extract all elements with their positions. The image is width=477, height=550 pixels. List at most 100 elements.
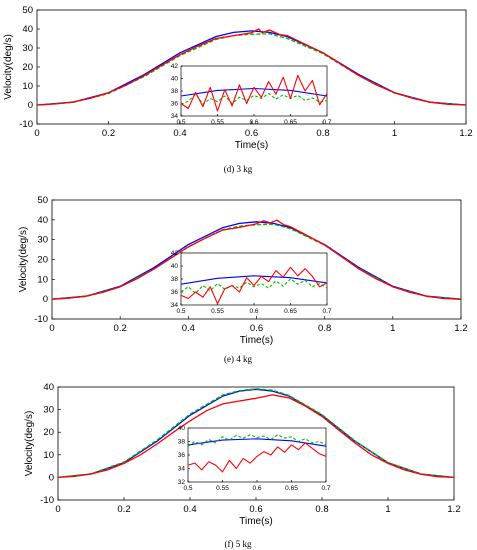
x-tick-label: 0.6: [249, 504, 262, 515]
inset-x-tick-label: 0.5: [183, 485, 192, 492]
x-tick-label: 1.2: [459, 128, 472, 139]
y-axis-label: Velocity(deg/s): [18, 227, 29, 293]
inset-series-line-0: [187, 438, 327, 447]
x-tick-label: 1.2: [454, 323, 467, 334]
y-axis-label: Velocity(deg/s): [3, 34, 14, 100]
inset-x-tick-label: 0.55: [216, 485, 229, 492]
inset-y-tick-label: 42: [171, 250, 179, 257]
x-tick-label: 0.4: [182, 323, 195, 334]
y-tick-label: -10: [34, 314, 48, 325]
x-axis-label: Time(s): [235, 140, 269, 151]
y-tick-label: 40: [43, 382, 54, 393]
inset-x-tick-label: 0.7: [322, 308, 331, 315]
inset-y-tick-label: 36: [171, 289, 179, 296]
inset-axes-frame: [187, 427, 327, 483]
inset-y-tick-label: 36: [171, 101, 179, 108]
inset-y-tick-label: 38: [178, 439, 186, 446]
x-tick-label: 1: [392, 128, 397, 139]
inset-x-tick-label: 0.6: [249, 308, 258, 315]
y-tick-label: 30: [43, 405, 54, 416]
inset-series-line-1: [187, 434, 327, 447]
x-tick-label: 0: [34, 128, 39, 139]
inset-x-tick-label: 0.7: [322, 119, 331, 126]
x-tick-label: 0.8: [316, 128, 329, 139]
chart-panel-0: 0 0.2 0.4 0.6 0.8 1 1.2-1001020304050Time(s)Ve…: [3, 5, 473, 151]
inset-series-line-1: [180, 278, 328, 294]
inset-series-line-1: [180, 92, 328, 106]
x-tick-label: 0.4: [183, 504, 196, 515]
inset-y-tick-label: 34: [178, 466, 186, 473]
chart-panel-1: 0 0.2 0.4 0.6 0.8 1 1.2-1001020304050Time(s)Ve…: [18, 195, 468, 346]
inset-y-tick-label: 38: [171, 276, 179, 283]
inset-x-tick-label: 0.55: [211, 308, 224, 315]
inset-y-tick-label: 40: [171, 263, 179, 270]
inset-y-tick-label: 36: [178, 452, 186, 459]
inset-x-tick-label: 0.7: [321, 485, 330, 492]
x-tick-label: 0: [49, 323, 54, 334]
y-tick-label: 30: [22, 43, 33, 54]
inset-series-line-0: [180, 275, 328, 285]
inset-chart-1: 0.5 0.55 0.6 0.65 0.7 34 36 38 40 42: [171, 250, 332, 315]
inset-x-tick-label: 0.65: [285, 485, 298, 492]
y-tick-label: 10: [22, 81, 33, 92]
inset-x-tick-label: 0.5: [176, 119, 185, 126]
y-tick-label: -10: [19, 119, 33, 130]
y-tick-label: 40: [22, 24, 33, 35]
y-tick-label: 40: [37, 215, 48, 226]
y-tick-label: 50: [22, 5, 33, 16]
inset-series-line-2: [180, 266, 328, 305]
inset-y-tick-label: 34: [171, 113, 179, 120]
y-tick-label: 0: [49, 472, 54, 483]
x-tick-label: 1.2: [447, 504, 460, 515]
inset-chart-0: 0.5 0.55 0.6 0.65 0.7 34 36 38 40 42: [171, 63, 332, 126]
y-tick-label: 0: [28, 100, 33, 111]
inset-y-tick-label: 34: [171, 302, 179, 309]
y-tick-label: 20: [37, 255, 48, 266]
inset-y-tick-label: 40: [178, 425, 186, 432]
inset-series-line-2: [187, 442, 327, 473]
x-tick-label: 1: [390, 323, 395, 334]
y-tick-label: 50: [37, 195, 48, 206]
x-axis-label: Time(s): [239, 516, 273, 527]
x-tick-label: 0.8: [318, 323, 331, 334]
inset-x-tick-label: 0.55: [211, 119, 224, 126]
inset-y-tick-label: 32: [178, 479, 186, 486]
inset-x-tick-label: 0.6: [249, 119, 258, 126]
inset-y-tick-label: 42: [171, 63, 179, 70]
figure-caption-0: (d) 3 kg: [224, 164, 253, 174]
series-line-1: [57, 388, 455, 479]
y-tick-label: 0: [43, 294, 48, 305]
inset-x-tick-label: 0.5: [176, 308, 185, 315]
y-tick-label: 20: [43, 427, 54, 438]
y-tick-label: -10: [40, 495, 54, 506]
inset-series-line-2: [180, 74, 328, 112]
inset-chart-2: 0.5 0.55 0.6 0.65 0.7 32 34 36 38 40: [178, 425, 331, 492]
y-tick-label: 20: [22, 62, 33, 73]
series-line-2: [51, 219, 462, 300]
x-tick-label: 0: [55, 504, 60, 515]
y-tick-label: 10: [37, 274, 48, 285]
x-tick-label: 0.2: [102, 128, 115, 139]
x-axis-label: Time(s): [240, 335, 274, 346]
figure-caption-1: (e) 4 kg: [224, 354, 252, 364]
inset-x-tick-label: 0.6: [252, 485, 261, 492]
y-axis-label: Velocity(deg/s): [24, 411, 35, 477]
x-tick-label: 0.4: [173, 128, 186, 139]
x-tick-label: 1: [385, 504, 390, 515]
x-tick-label: 0.6: [245, 128, 258, 139]
x-tick-label: 0.2: [114, 323, 127, 334]
y-tick-label: 30: [37, 235, 48, 246]
inset-x-tick-label: 0.65: [284, 119, 297, 126]
x-tick-label: 0.2: [117, 504, 130, 515]
inset-y-tick-label: 38: [171, 88, 179, 95]
chart-panel-2: 0 0.2 0.4 0.6 0.8 1 1.2-10010203040Time(s)Velo…: [24, 382, 461, 527]
figure-caption-2: (f) 5 kg: [225, 539, 252, 549]
inset-x-tick-label: 0.65: [284, 308, 297, 315]
series-line-2: [57, 394, 455, 479]
inset-y-tick-label: 40: [171, 76, 179, 83]
y-tick-label: 10: [43, 450, 54, 461]
x-tick-label: 0.6: [250, 323, 263, 334]
x-tick-label: 0.8: [315, 504, 328, 515]
series-line-2: [36, 28, 467, 106]
